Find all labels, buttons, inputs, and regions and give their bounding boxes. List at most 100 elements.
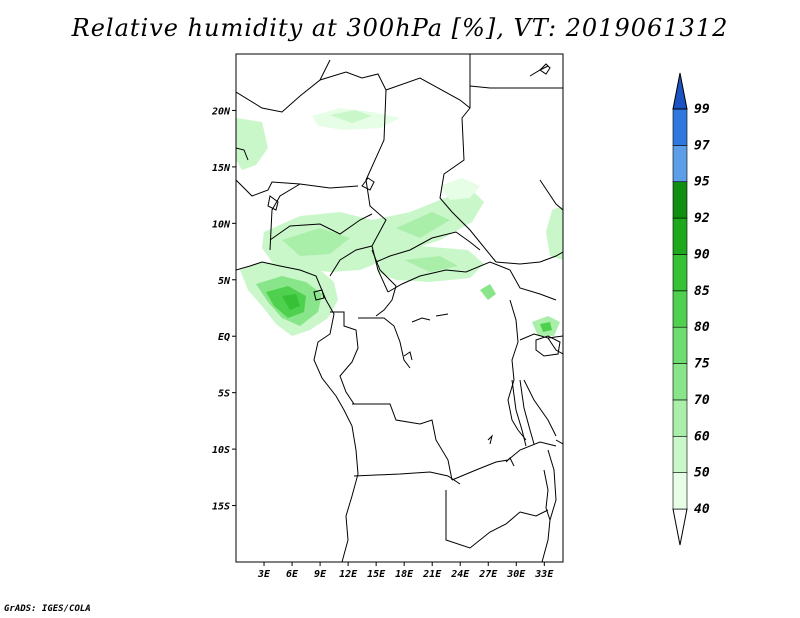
humidity-area [546, 206, 563, 260]
country-border [353, 471, 461, 485]
country-border [358, 317, 411, 369]
lake-outline [267, 195, 279, 211]
colorbar-box [672, 363, 688, 401]
country-border [329, 245, 389, 293]
colorbar-label: 40 [694, 502, 710, 517]
country-border [375, 231, 481, 263]
country-borders [236, 54, 563, 562]
y-tick-label: 15N [212, 163, 231, 174]
lake-outline [403, 351, 413, 361]
country-border [319, 71, 387, 247]
colorbar-box [672, 326, 688, 364]
y-tick-label: 20N [211, 106, 231, 117]
country-border [451, 441, 557, 481]
y-tick-label: 10S [212, 445, 230, 456]
country-border [539, 179, 563, 211]
colorbar: 40 50 60 70 75 80 85 90 92 95 97 99 [672, 72, 710, 546]
colorbar-low-arrow [672, 508, 688, 546]
x-tick-label: 21E [422, 569, 442, 580]
colorbar-label: 60 [694, 429, 710, 444]
country-border [469, 85, 563, 89]
map-frame [235, 53, 564, 563]
country-border [236, 59, 331, 113]
island-outline [539, 63, 551, 75]
y-tick-label: 5S [218, 389, 230, 400]
colorbar-box [672, 181, 688, 219]
country-border [236, 179, 359, 197]
colorbar-label: 92 [694, 211, 710, 226]
x-tick-label: 33E [534, 569, 554, 580]
y-tick-label: EQ [218, 332, 230, 343]
country-border [523, 379, 557, 437]
humidity-area [236, 118, 268, 170]
coastline [555, 439, 563, 445]
island-outline [313, 289, 325, 301]
lake-outline [505, 457, 515, 467]
lake-outline [519, 379, 535, 445]
colorbar-box [672, 472, 688, 510]
country-border [371, 249, 397, 317]
country-border [269, 213, 373, 241]
colorbar-label: 80 [694, 320, 710, 335]
x-tick-label: 30E [506, 569, 526, 580]
lake-outline [487, 434, 493, 445]
colorbar-label: 85 [694, 284, 710, 299]
x-tick-label: 3E [257, 569, 271, 580]
x-tick-label: 15E [367, 569, 386, 580]
humidity-area [540, 322, 552, 332]
humidity-area [330, 110, 372, 123]
country-border [541, 449, 557, 562]
colorbar-label: 90 [694, 247, 710, 262]
lake-outline [411, 317, 431, 323]
colorbar-box [672, 435, 688, 473]
country-border [269, 183, 301, 251]
country-border [439, 54, 497, 263]
x-tick-label: 12E [339, 569, 358, 580]
y-tick-label: 5N [218, 276, 231, 287]
colorbar-label: 75 [694, 357, 710, 372]
map-title: Relative humidity at 300hPa [%], VT: 201… [71, 14, 729, 42]
colorbar-label: 95 [694, 175, 710, 190]
humidity-shading [236, 108, 563, 336]
y-tick-label: 10N [212, 219, 231, 230]
lake-outline [361, 177, 375, 191]
country-border [529, 65, 549, 77]
humidity-area [282, 228, 350, 256]
x-tick-label: 27E [478, 569, 498, 580]
x-tick-label: 6E [286, 569, 299, 580]
country-border [385, 77, 471, 109]
humidity-area [396, 212, 450, 238]
colorbar-box [672, 108, 688, 146]
grads-credit: GrADS: IGES/COLA [4, 604, 91, 614]
country-border [519, 333, 563, 341]
colorbar-box [672, 254, 688, 292]
colorbar-box [672, 145, 688, 183]
x-tick-label: 9E [314, 569, 327, 580]
colorbar-high-arrow [672, 72, 688, 110]
coastline [236, 147, 249, 161]
humidity-area [440, 178, 480, 200]
x-tick-label: 24E [450, 569, 470, 580]
country-border [507, 299, 527, 441]
axis-ticks: 3E 6E 9E 12E 15E 18E 21E 24E 27E 30E 33E 20N 15N 10N 5… [211, 106, 554, 580]
colorbar-box [672, 217, 688, 255]
country-border [352, 403, 453, 481]
y-tick-label: 15S [212, 502, 230, 513]
colorbar-label: 50 [694, 466, 710, 481]
humidity-area [404, 256, 458, 272]
colorbar-label: 70 [694, 393, 710, 408]
x-tick-label: 18E [395, 569, 414, 580]
country-border [495, 251, 563, 265]
lake-outline [519, 509, 549, 517]
coastline [236, 261, 359, 562]
colorbar-box [672, 399, 688, 437]
humidity-area [282, 294, 300, 310]
lake-outline [511, 379, 527, 447]
colorbar-label: 99 [694, 102, 710, 117]
country-border [330, 311, 359, 405]
country-border [547, 337, 563, 355]
country-border [387, 261, 557, 301]
lake-outline [535, 335, 561, 357]
colorbar-box [672, 290, 688, 328]
